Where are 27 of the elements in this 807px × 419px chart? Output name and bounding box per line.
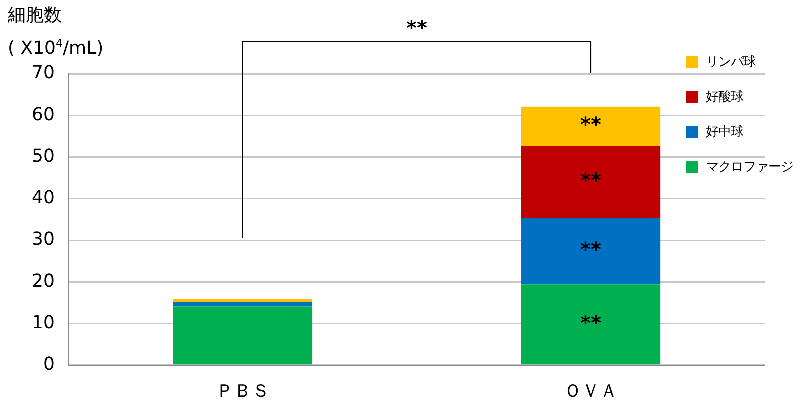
- legend-label: リンパ球: [706, 54, 756, 70]
- y-axis-title: 細胞数 ( X10$^{4}$/mL): [8, 4, 104, 61]
- legend-label: 好中球: [706, 124, 744, 140]
- x-tick-label: ＰＢＳ: [216, 380, 270, 402]
- legend-label: 好酸球: [706, 88, 744, 106]
- annotation: **: [580, 112, 602, 137]
- annotation: **: [580, 168, 602, 192]
- bar: [173, 302, 313, 307]
- legend-label: マクロファージ: [706, 158, 794, 176]
- y-tick-label: 50: [32, 146, 55, 167]
- bar: [173, 299, 313, 302]
- y-tick-label: 10: [32, 312, 55, 334]
- bar: [521, 146, 661, 218]
- y-tick-label: 20: [32, 270, 55, 292]
- bar: [521, 284, 661, 365]
- y-tick-label: 60: [32, 104, 55, 126]
- y-tick-label: 40: [32, 188, 55, 209]
- annotation: **: [580, 238, 602, 262]
- x-tick-label: ＯＶＡ: [564, 380, 618, 402]
- bar: [521, 106, 661, 146]
- y-tick-label: 0: [43, 354, 55, 376]
- bar: [173, 306, 313, 365]
- text: **: [406, 16, 428, 40]
- annotation: **: [580, 311, 602, 336]
- bar: [521, 218, 661, 285]
- y-tick-label: 30: [32, 229, 55, 250]
- y-tick-label: 70: [32, 62, 55, 84]
